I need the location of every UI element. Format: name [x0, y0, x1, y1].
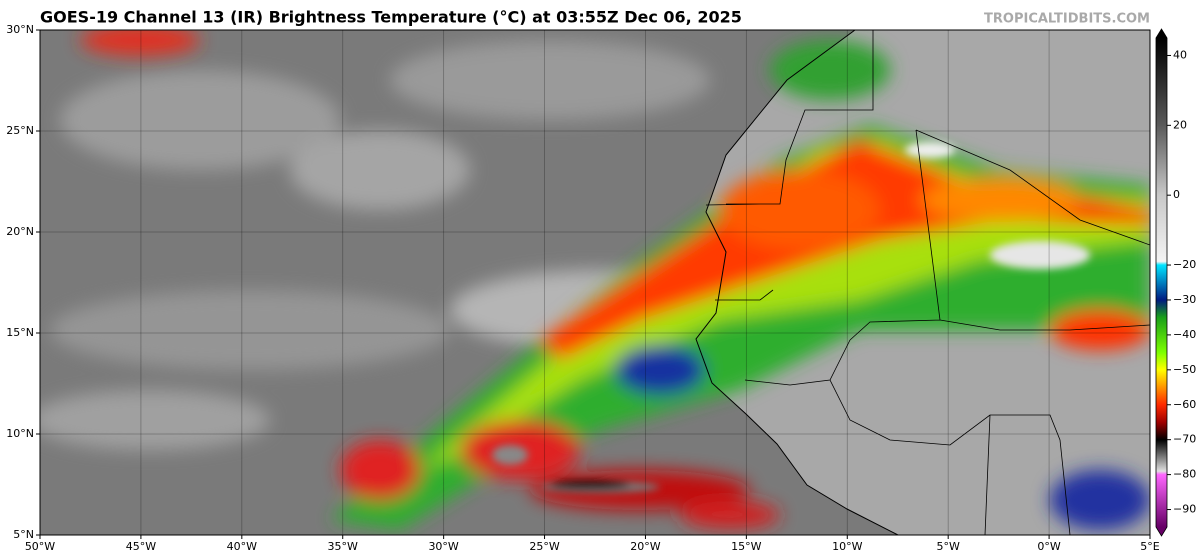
graticule — [39, 29, 1151, 536]
imagery — [40, 30, 1150, 535]
cloud-band — [80, 30, 1150, 530]
colorbar-extend-bottom — [1156, 527, 1167, 536]
colorbar-tick-label: −60 — [1173, 398, 1196, 411]
borders — [705, 30, 1150, 535]
y-tick-label: 15°N — [6, 326, 34, 339]
coastline — [695, 30, 899, 535]
x-tick-label: 40°W — [227, 540, 257, 553]
colorbar-extend-top — [1156, 29, 1167, 38]
y-tick-label: 20°N — [6, 225, 34, 238]
colorbar-tick-label: −90 — [1173, 503, 1196, 516]
x-tick-label: 10°W — [832, 540, 862, 553]
colorbar-tick-label: 40 — [1173, 48, 1187, 61]
colorbar-outline — [1155, 28, 1168, 537]
x-tick-label: 30°W — [428, 540, 458, 553]
colorbar-tick-label: −40 — [1173, 328, 1196, 341]
colorbar-scale — [1156, 38, 1167, 527]
y-tick-label: 25°N — [6, 124, 34, 137]
x-tick-label: 20°W — [630, 540, 660, 553]
x-tick-label: 25°W — [529, 540, 559, 553]
y-tick-label: 10°N — [6, 427, 34, 440]
colorbar-tick-label: 20 — [1173, 118, 1187, 131]
title: GOES-19 Channel 13 (IR) Brightness Tempe… — [40, 8, 742, 27]
credit: TROPICALTIDBITS.COM — [984, 12, 1150, 27]
x-tick-label: 0°W — [1037, 540, 1060, 553]
axes: 50°W 45°W 40°W 35°W 30°W 25°W 20°W 15°W 10°W 5°W 0… — [6, 23, 1160, 553]
colorbar-tick-label: −80 — [1173, 468, 1196, 481]
y-tick-label: 30°N — [6, 23, 34, 36]
y-tick-label: 5°N — [13, 528, 34, 541]
x-tick-label: 5°E — [1140, 540, 1159, 553]
map-frame — [39, 29, 1151, 536]
x-tick-label: 5°W — [936, 540, 959, 553]
colorbar-tick-label: −20 — [1173, 258, 1196, 271]
x-tick-label: 45°W — [126, 540, 156, 553]
colorbar-tick-label: −50 — [1173, 363, 1196, 376]
x-tick-label: 35°W — [328, 540, 358, 553]
colorbar-tick-label: −30 — [1173, 293, 1196, 306]
deep-convection — [492, 142, 1090, 493]
colorbar-tick-label: −70 — [1173, 433, 1196, 446]
x-tick-label: 50°W — [25, 540, 55, 553]
x-tick-label: 15°W — [731, 540, 761, 553]
colorbar: 40 20 0 −20 −30 −40 −50 −60 −70 −80 −90 — [1155, 28, 1196, 537]
colorbar-tick-label: 0 — [1173, 188, 1180, 201]
